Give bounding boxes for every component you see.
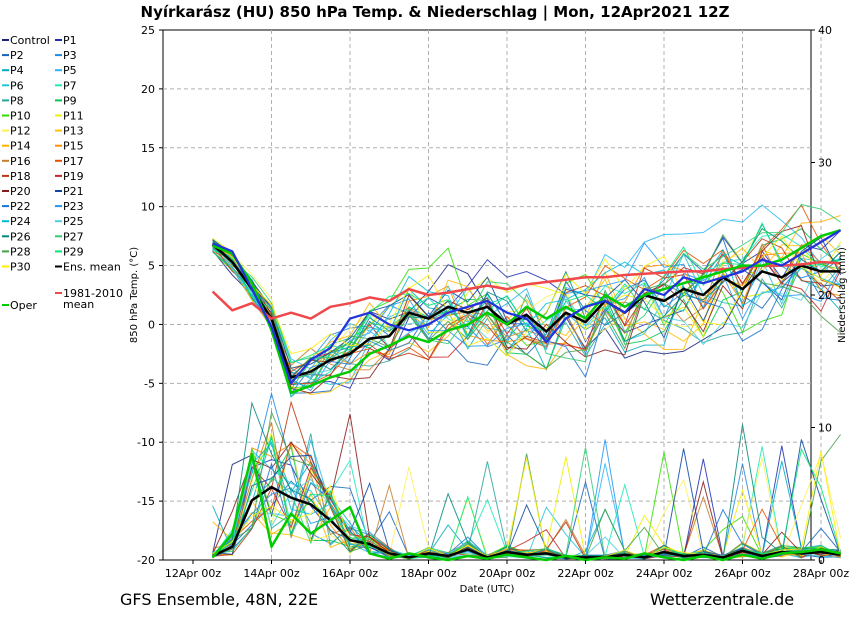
x-tick-label: 14Apr 00z <box>243 567 300 580</box>
series-p1 <box>212 229 842 385</box>
x-tick-label: 26Apr 00z <box>714 567 771 580</box>
y2-tick-label: 30 <box>818 157 832 170</box>
footer-source: Wetterzentrale.de <box>650 590 794 609</box>
x-tick-label: 18Apr 00z <box>400 567 457 580</box>
legend-label-1981-2010-mean: 1981-2010 mean <box>63 287 123 311</box>
legend-label-p21: P21 <box>63 185 84 198</box>
legend-label-ens-mean: Ens. mean <box>63 261 121 274</box>
legend-label-p27: P27 <box>63 230 84 243</box>
member-temp-line <box>212 242 841 371</box>
y-axis-label: 850 hPa Temp. (°C) <box>129 247 140 343</box>
series-ens-mean-precip <box>212 485 841 559</box>
legend-label-p4: P4 <box>10 64 24 77</box>
legend-label-p20: P20 <box>10 185 31 198</box>
member-temp-line <box>212 240 841 381</box>
member-temp-line <box>212 250 841 398</box>
x-tick-label: 22Apr 00z <box>557 567 614 580</box>
y-tick-label: 25 <box>141 24 155 37</box>
y2-tick-label: 40 <box>818 24 832 37</box>
legend-label-p25: P25 <box>63 215 84 228</box>
x-tick-label: 12Apr 00z <box>165 567 222 580</box>
legend-label-p23: P23 <box>63 200 84 213</box>
footer-model: GFS Ensemble, 48N, 22E <box>120 590 318 609</box>
y-tick-label: 10 <box>141 201 155 214</box>
legend-label-p16: P16 <box>10 155 31 168</box>
legend-label-p6: P6 <box>10 79 24 92</box>
member-temp-line <box>212 204 841 370</box>
main-series <box>211 229 842 562</box>
legend-label-p12: P12 <box>10 125 31 138</box>
legend-label-p19: P19 <box>63 170 84 183</box>
y2-tick-label: 20 <box>818 289 832 302</box>
legend-label-p18: P18 <box>10 170 31 183</box>
legend-label-p17: P17 <box>63 155 84 168</box>
legend-label-p26: P26 <box>10 230 31 243</box>
legend-label-p9: P9 <box>63 94 77 107</box>
y-tick-label: 15 <box>141 142 155 155</box>
legend-label-oper: Oper <box>10 299 37 312</box>
y2-tick-label: 10 <box>818 422 832 435</box>
y-tick-label: -10 <box>137 436 155 449</box>
legend-label-p28: P28 <box>10 245 31 258</box>
y-tick-label: 20 <box>141 83 155 96</box>
legend-label-p1: P1 <box>63 34 77 47</box>
grid <box>163 30 822 560</box>
legend-label-p10: P10 <box>10 110 31 123</box>
x-tick-label: 24Apr 00z <box>636 567 693 580</box>
legend-label-p30: P30 <box>10 261 31 274</box>
chart-title: Nyírkarász (HU) 850 hPa Temp. & Niedersc… <box>141 3 730 22</box>
member-precip-line <box>212 410 842 560</box>
legend-label-p13: P13 <box>63 125 84 138</box>
legend-label-p14: P14 <box>10 140 31 153</box>
series-ens-mean <box>211 243 841 379</box>
legend: Control P1 P2 P3 P4 P5 P6 P7 P8 P9 P10 P11 P12 P13 P14… <box>2 34 123 312</box>
legend-label-p7: P7 <box>63 79 77 92</box>
x-tick-label: 16Apr 00z <box>322 567 379 580</box>
member-temp-line <box>212 247 841 389</box>
legend-label-p8: P8 <box>10 94 24 107</box>
legend-label-p22: P22 <box>10 200 31 213</box>
series-oper <box>212 229 841 395</box>
legend-label-p3: P3 <box>63 49 77 62</box>
member-precip-line <box>212 439 842 560</box>
legend-label-p29: P29 <box>63 245 84 258</box>
member-temp-line <box>212 203 841 363</box>
legend-label-p15: P15 <box>63 140 84 153</box>
legend-label-p2: P2 <box>10 49 24 62</box>
member-temp-line <box>212 235 841 357</box>
y-tick-label: 5 <box>148 260 155 273</box>
x-axis-label: Date (UTC) <box>460 584 515 595</box>
x-tick-label: 20Apr 00z <box>479 567 536 580</box>
y-tick-label: 0 <box>148 318 155 331</box>
legend-label-p24: P24 <box>10 215 31 228</box>
y-tick-label: -20 <box>137 554 155 567</box>
legend-label-p5: P5 <box>63 64 77 77</box>
legend-label-p11: P11 <box>63 110 84 123</box>
x-tick-label: 28Apr 00z <box>793 567 850 580</box>
member-temp-line <box>212 222 841 364</box>
y2-axis-label: Niederschlag (mm) <box>837 247 848 343</box>
y-tick-label: -5 <box>144 377 155 390</box>
series-oper-precip <box>211 452 841 562</box>
legend-label-control: Control <box>10 34 50 47</box>
y-tick-label: -15 <box>137 495 155 508</box>
